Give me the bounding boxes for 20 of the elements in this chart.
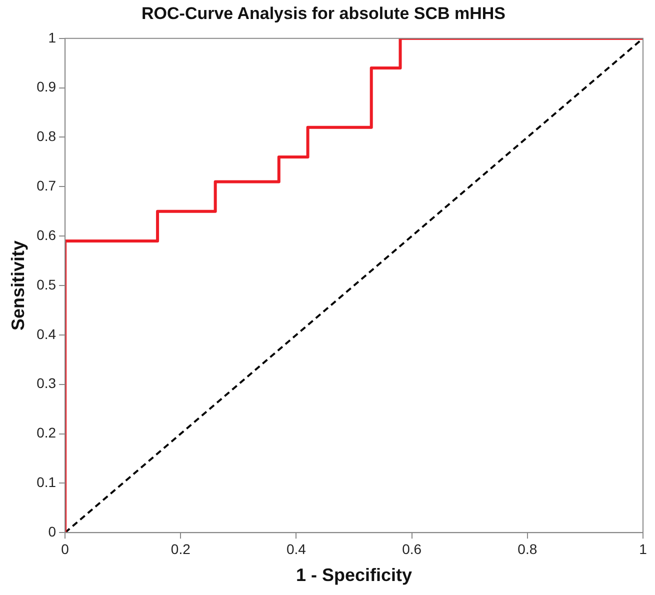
y-tick-label: 0.7 xyxy=(36,178,56,194)
y-tick-label: 0.2 xyxy=(36,424,56,441)
x-tick-label: 1 xyxy=(639,540,648,557)
y-tick-label: 0.3 xyxy=(36,375,56,392)
y-tick-label: 0.5 xyxy=(36,276,56,292)
y-tick-label: 0.4 xyxy=(36,326,56,342)
y-axis-title: Sensitivity xyxy=(8,240,28,331)
y-tick-label: 1 xyxy=(48,29,56,46)
x-tick-label: 0.8 xyxy=(518,540,538,557)
x-tick-label: 0.2 xyxy=(170,540,191,557)
y-tick-label: 0.8 xyxy=(36,128,56,144)
y-tick-label: 0.9 xyxy=(36,78,56,95)
x-tick-label: 0 xyxy=(61,540,70,557)
x-tick-label: 0.4 xyxy=(286,540,306,557)
x-tick-label: 0.6 xyxy=(402,540,422,557)
x-axis-title: 1 - Specificity xyxy=(296,565,412,586)
chart-title: ROC-Curve Analysis for absolute SCB mHHS xyxy=(142,4,506,23)
y-tick-label: 0.1 xyxy=(36,474,56,490)
y-tick-label: 0.6 xyxy=(36,226,56,243)
y-tick-label: 0 xyxy=(48,523,56,540)
